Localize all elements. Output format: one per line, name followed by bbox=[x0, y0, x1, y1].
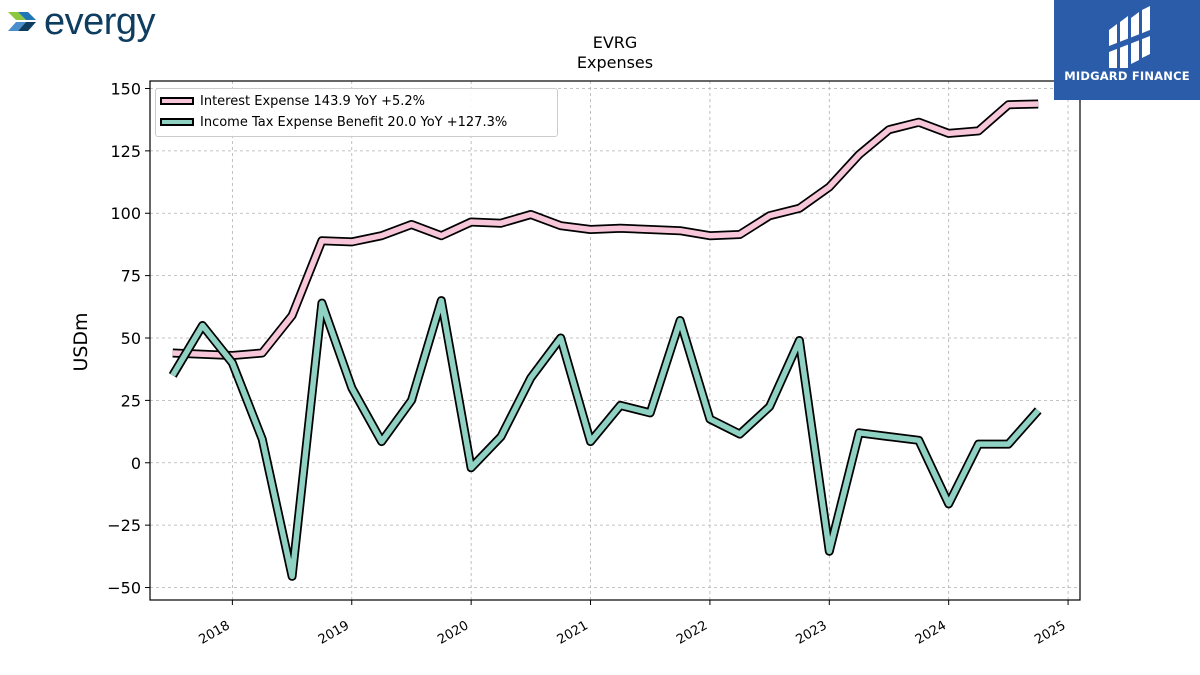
evergy-chevron-icon bbox=[8, 12, 36, 31]
legend-swatch-income-tax bbox=[160, 118, 194, 126]
legend-swatch-interest-expense bbox=[160, 97, 194, 105]
x-tick-label: 2023 bbox=[793, 618, 829, 648]
x-tick-label: 2020 bbox=[435, 618, 471, 648]
midgard-monogram-icon bbox=[1109, 6, 1150, 68]
x-tick-label: 2021 bbox=[555, 618, 591, 648]
series-income-tax-line bbox=[170, 297, 1041, 580]
midgard-finance-logo: MIDGARD FINANCE bbox=[1054, 0, 1200, 100]
evergy-logo-text: evergy bbox=[44, 1, 156, 43]
plot-frame bbox=[149, 80, 1081, 601]
y-tick-label: 150 bbox=[110, 79, 141, 98]
legend-label-income-tax: Income Tax Expense Benefit 20.0 YoY +127… bbox=[200, 114, 508, 130]
evergy-logo: evergy bbox=[6, 1, 156, 43]
y-tick-label: 125 bbox=[110, 142, 141, 161]
y-tick-label: 75 bbox=[121, 267, 141, 286]
y-axis-label: USDm bbox=[70, 312, 92, 372]
legend-label-interest-expense: Interest Expense 143.9 YoY +5.2% bbox=[200, 93, 426, 109]
x-tick-label: 2019 bbox=[316, 618, 352, 648]
legend: Interest Expense 143.9 YoY +5.2% Income … bbox=[155, 88, 558, 137]
legend-item-interest-expense: Interest Expense 143.9 YoY +5.2% bbox=[160, 92, 425, 110]
y-tick-label: 100 bbox=[110, 204, 141, 223]
y-tick-label: 50 bbox=[121, 329, 141, 348]
series-interest-expense-line bbox=[172, 101, 1039, 359]
chart-subtitle: Expenses bbox=[576, 53, 654, 72]
legend-item-income-tax: Income Tax Expense Benefit 20.0 YoY +127… bbox=[160, 113, 507, 131]
chart-title: EVRG bbox=[592, 33, 638, 52]
x-tick-label: 2018 bbox=[197, 618, 233, 648]
x-tick-label: 2025 bbox=[1032, 618, 1068, 648]
x-tick-label: 2022 bbox=[674, 618, 710, 648]
y-tick-label: 25 bbox=[121, 391, 141, 410]
y-tick-label: −50 bbox=[107, 579, 141, 598]
y-tick-label: −25 bbox=[107, 516, 141, 535]
midgard-finance-text: MIDGARD FINANCE bbox=[1064, 69, 1190, 83]
x-tick-label: 2024 bbox=[913, 618, 949, 648]
y-tick-label: 0 bbox=[131, 454, 141, 473]
